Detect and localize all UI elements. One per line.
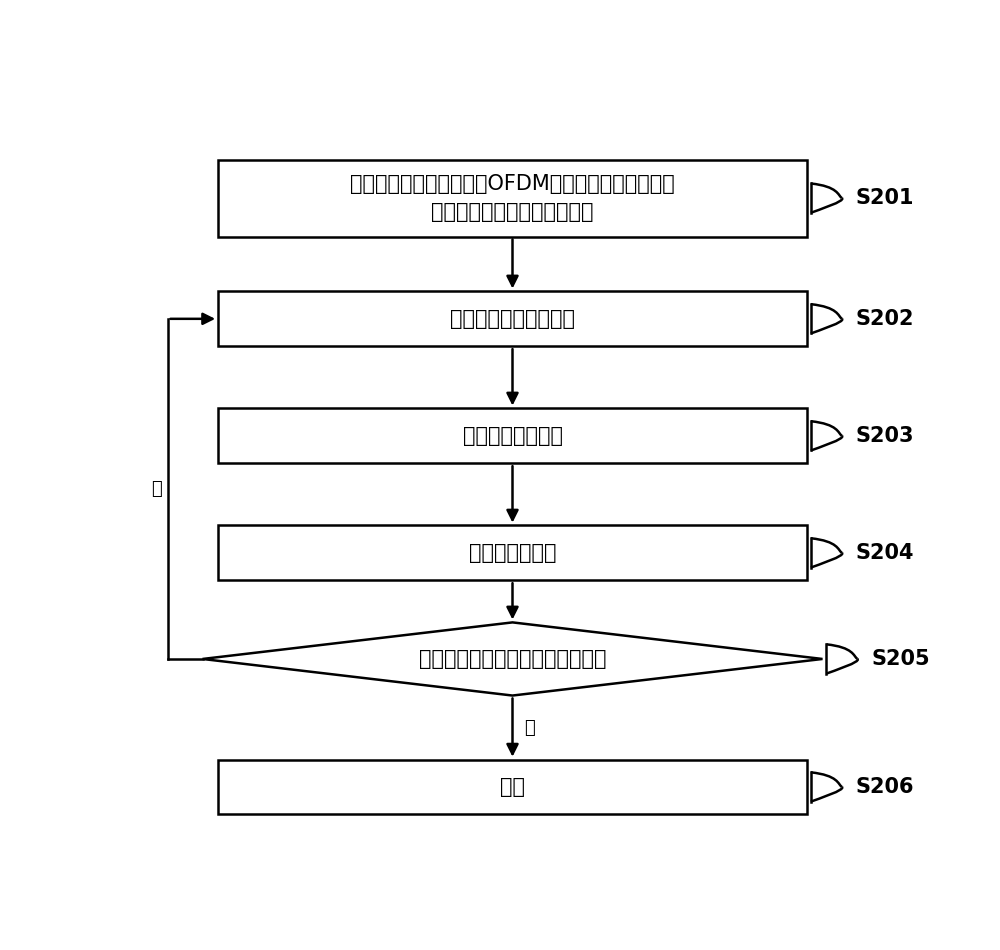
Text: 是: 是 bbox=[524, 718, 535, 736]
Text: S203: S203 bbox=[856, 426, 914, 446]
Bar bbox=[218, 292, 807, 346]
Polygon shape bbox=[202, 622, 822, 695]
Text: 设置集群数量为，初始化OFDM符号的实部（或虚部）
对各集群的聚类中心的成员度: 设置集群数量为，初始化OFDM符号的实部（或虚部） 对各集群的聚类中心的成员度 bbox=[350, 174, 675, 222]
Text: 否: 否 bbox=[151, 480, 161, 498]
Text: S205: S205 bbox=[871, 649, 930, 669]
Text: 计算目标函数值: 计算目标函数值 bbox=[469, 542, 556, 563]
Text: S206: S206 bbox=[856, 777, 914, 797]
Bar bbox=[218, 760, 807, 814]
Text: S201: S201 bbox=[856, 188, 914, 208]
Bar bbox=[218, 525, 807, 580]
Text: S202: S202 bbox=[856, 309, 914, 329]
Bar bbox=[218, 160, 807, 237]
Text: 进行成员度的更新: 进行成员度的更新 bbox=[462, 426, 562, 446]
Text: 估计各集群的聚类中心: 估计各集群的聚类中心 bbox=[450, 309, 575, 329]
Bar bbox=[218, 408, 807, 464]
Text: 判断目标函数值是否满足设定要求: 判断目标函数值是否满足设定要求 bbox=[419, 649, 606, 669]
Text: 退出: 退出 bbox=[500, 777, 525, 797]
Text: S204: S204 bbox=[856, 542, 914, 563]
